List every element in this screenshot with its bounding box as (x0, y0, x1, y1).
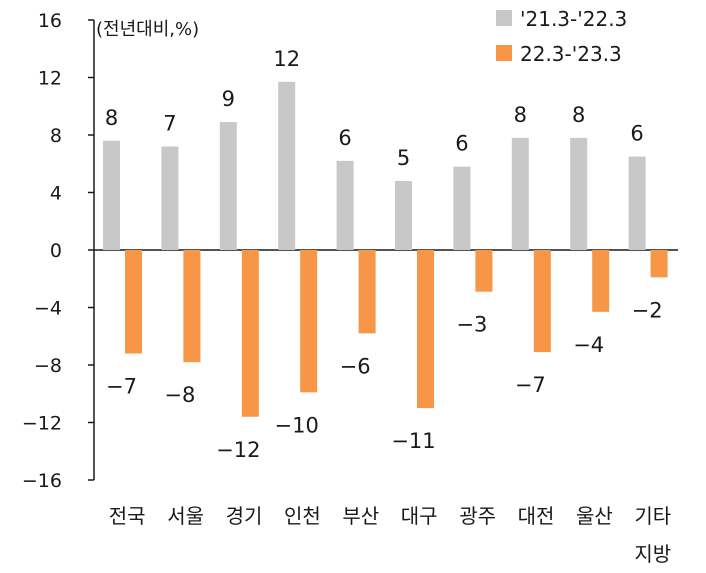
data-label-series-2: −11 (391, 429, 435, 453)
data-labels: 8 −7 7 −8 9 −12 12 −10 6 −6 5 −11 6 −3 8 −7 8 −4 6 −2 (105, 47, 663, 462)
category-label: 기타 (634, 504, 671, 528)
category-label: 경기 (226, 504, 263, 528)
data-label-series-1: 8 (105, 106, 118, 130)
category-label: 서울 (167, 504, 204, 528)
data-label-series-2: −3 (456, 313, 487, 337)
data-label-series-2: −8 (164, 383, 195, 407)
legend: '21.3-'22.3 22.3-'23.3 (496, 7, 627, 66)
bar-series-2 (417, 250, 434, 409)
bar-series-1 (336, 160, 354, 250)
data-label-series-2: −7 (106, 375, 137, 399)
data-label-series-2: −10 (275, 413, 319, 437)
data-label-series-2: −4 (573, 333, 604, 357)
data-label-series-1: 6 (455, 132, 468, 156)
bar-series-1 (219, 122, 237, 250)
data-label-series-1: 8 (514, 103, 527, 127)
bar-series-1 (453, 166, 471, 250)
bar-series-1 (511, 137, 529, 250)
bar-series-2 (125, 250, 142, 354)
category-label: 울산 (576, 504, 613, 528)
bar-series-1 (628, 156, 646, 250)
category-label: 광주 (459, 504, 496, 528)
legend-label-series-1: '21.3-'22.3 (520, 7, 627, 31)
bar-series-2 (183, 250, 201, 363)
category-label: 지방 (634, 542, 671, 566)
bar-series-1 (103, 140, 120, 250)
category-label: 부산 (342, 504, 379, 528)
bar-series-2 (650, 250, 668, 278)
bar-series-2 (592, 250, 610, 312)
bar-series-2 (533, 250, 551, 353)
axes: 16 12 8 4 0 −4 −8 −12 −16 (22, 10, 678, 492)
data-label-series-1: 8 (572, 103, 585, 127)
data-label-series-1: 5 (397, 146, 410, 170)
category-label: 대전 (518, 504, 555, 528)
bars (103, 81, 668, 417)
bar-series-2 (475, 250, 493, 292)
data-label-series-2: −12 (216, 438, 260, 462)
data-label-series-2: −6 (340, 354, 371, 378)
legend-swatch-series-2 (496, 45, 512, 61)
data-label-series-2: −2 (632, 298, 663, 322)
y-tick-label: −8 (34, 355, 62, 377)
y-tick-label: 12 (38, 68, 62, 90)
bar-series-1 (570, 137, 588, 250)
bar-series-1 (395, 181, 412, 250)
y-tick-label: −12 (22, 413, 62, 435)
data-label-series-2: −7 (515, 373, 546, 397)
bar-series-2 (241, 250, 259, 417)
category-label: 전국 (109, 504, 146, 528)
data-label-series-1: 6 (630, 122, 643, 146)
y-tick-label: −16 (22, 470, 62, 492)
y-tick-label: 8 (50, 125, 62, 147)
legend-label-series-2: 22.3-'23.3 (520, 42, 622, 66)
data-label-series-1: 6 (338, 126, 351, 150)
data-label-series-1: 7 (163, 112, 176, 136)
category-label: 인천 (284, 504, 321, 528)
y-tick-label: −4 (34, 298, 62, 320)
data-label-series-1: 12 (273, 47, 300, 71)
bar-series-1 (161, 146, 179, 250)
y-tick-label: 4 (50, 183, 62, 205)
legend-swatch-series-1 (496, 10, 512, 26)
unit-label: (전년대비,%) (96, 19, 199, 40)
bar-series-1 (278, 81, 296, 250)
y-tick-label: 0 (50, 240, 62, 262)
bar-series-2 (358, 250, 376, 334)
bar-series-2 (300, 250, 318, 393)
data-label-series-1: 9 (222, 87, 235, 111)
y-tick-label: 16 (38, 10, 62, 32)
category-label: 대구 (401, 504, 438, 528)
